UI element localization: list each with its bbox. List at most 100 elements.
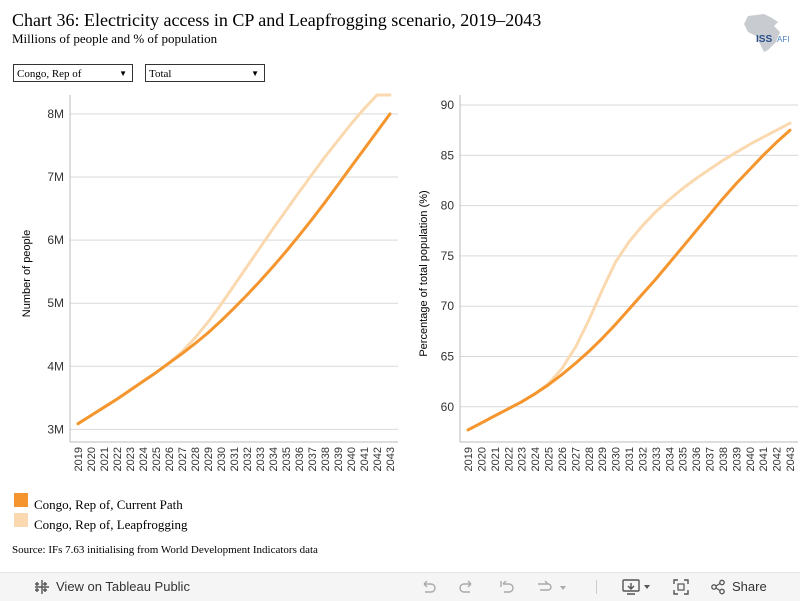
series-line-current-path[interactable] xyxy=(76,112,392,426)
download-icon[interactable] xyxy=(622,578,654,596)
x-tick-label: 2033 xyxy=(255,447,267,471)
x-tick-label: 2031 xyxy=(229,447,241,471)
y-tick-label: 85 xyxy=(441,148,455,162)
x-tick-label: 2036 xyxy=(691,447,703,471)
legend-swatch xyxy=(14,513,28,527)
x-tick-label: 2040 xyxy=(346,447,358,471)
svg-text:ISS: ISS xyxy=(756,34,772,45)
x-tick-label: 2038 xyxy=(718,447,730,471)
series-line-current-path[interactable] xyxy=(466,128,792,432)
y-tick-label: 6M xyxy=(47,233,64,247)
x-tick-label: 2034 xyxy=(664,447,676,471)
x-tick-label: 2040 xyxy=(745,447,757,471)
x-tick-label: 2041 xyxy=(758,447,770,471)
chart-title: Chart 36: Electricity access in CP and L… xyxy=(12,10,542,30)
x-tick-label: 2026 xyxy=(557,447,569,471)
x-tick-label: 2032 xyxy=(242,447,254,471)
y-tick-label: 5M xyxy=(47,296,64,310)
y-tick-label: 60 xyxy=(441,400,455,414)
x-tick-label: 2043 xyxy=(785,447,797,471)
x-tick-label: 2037 xyxy=(307,447,319,471)
x-tick-label: 2027 xyxy=(570,447,582,471)
chart-subtitle: Millions of people and % of population xyxy=(12,31,218,46)
category-filter-value: Total xyxy=(149,68,172,80)
tableau-toolbar: View on Tableau Public Share xyxy=(0,572,800,601)
y-tick-label: 7M xyxy=(47,170,64,184)
x-tick-label: 2028 xyxy=(584,447,596,471)
legend-swatch xyxy=(14,493,28,507)
revert-icon[interactable] xyxy=(497,578,515,596)
x-tick-label: 2023 xyxy=(517,447,529,471)
y-tick-label: 80 xyxy=(441,199,455,213)
x-tick-label: 2024 xyxy=(530,447,542,471)
category-filter-dropdown[interactable]: Total ▼ xyxy=(145,64,265,82)
x-tick-label: 2019 xyxy=(463,447,475,471)
undo-icon[interactable] xyxy=(419,578,437,596)
x-tick-label: 2036 xyxy=(294,447,306,471)
fullscreen-icon[interactable] xyxy=(672,578,690,596)
x-tick-label: 2043 xyxy=(385,447,397,471)
legend-label: Congo, Rep of, Current Path xyxy=(34,497,183,512)
share-icon xyxy=(711,579,725,595)
x-tick-label: 2020 xyxy=(476,447,488,471)
x-tick-label: 2027 xyxy=(177,447,189,471)
x-tick-label: 2023 xyxy=(125,447,137,471)
x-tick-label: 2030 xyxy=(216,447,228,471)
legend-label: Congo, Rep of, Leapfrogging xyxy=(34,517,188,532)
x-tick-label: 2028 xyxy=(190,447,202,471)
x-tick-label: 2034 xyxy=(268,447,280,471)
x-tick-label: 2039 xyxy=(731,447,743,471)
redo-icon[interactable] xyxy=(458,578,476,596)
y-axis-title: Number of people xyxy=(21,230,33,317)
chevron-down-icon: ▼ xyxy=(119,69,127,78)
y-tick-label: 90 xyxy=(441,98,455,112)
x-tick-label: 2019 xyxy=(73,447,85,471)
toolbar-divider xyxy=(596,580,597,594)
iss-africa-logo-icon: ISS AFI xyxy=(744,14,789,52)
x-tick-label: 2035 xyxy=(281,447,293,471)
x-tick-label: 2030 xyxy=(611,447,623,471)
x-tick-label: 2037 xyxy=(705,447,717,471)
y-tick-label: 8M xyxy=(47,107,64,121)
x-tick-label: 2032 xyxy=(637,447,649,471)
source-note: Source: IFs 7.63 initialising from World… xyxy=(12,544,318,556)
country-filter-value: Congo, Rep of xyxy=(17,68,82,80)
x-tick-label: 2042 xyxy=(372,447,384,471)
x-tick-label: 2026 xyxy=(164,447,176,471)
country-filter-dropdown[interactable]: Congo, Rep of ▼ xyxy=(13,64,133,82)
series-line-leapfrogging[interactable] xyxy=(466,121,792,432)
y-tick-label: 75 xyxy=(441,249,455,263)
view-on-tableau-label: View on Tableau Public xyxy=(56,579,190,594)
y-axis-title: Percentage of total population (%) xyxy=(418,190,430,356)
x-tick-label: 2038 xyxy=(320,447,332,471)
x-tick-label: 2042 xyxy=(772,447,784,471)
x-tick-label: 2021 xyxy=(99,447,111,471)
people-chart: 3M 4M 5M 6M 7M 8M 2019 2020 2021 2022 2023 2024 2025… xyxy=(21,93,398,471)
x-tick-label: 2024 xyxy=(138,447,150,471)
x-tick-label: 2039 xyxy=(333,447,345,471)
x-tick-label: 2021 xyxy=(490,447,502,471)
share-label: Share xyxy=(732,579,767,594)
x-tick-label: 2031 xyxy=(624,447,636,471)
x-tick-label: 2035 xyxy=(678,447,690,471)
y-tick-label: 4M xyxy=(47,359,64,373)
x-tick-label: 2029 xyxy=(203,447,215,471)
x-tick-label: 2033 xyxy=(651,447,663,471)
x-tick-label: 2022 xyxy=(503,447,515,471)
y-tick-label: 65 xyxy=(441,350,455,364)
x-tick-label: 2025 xyxy=(151,447,163,471)
x-tick-label: 2041 xyxy=(359,447,371,471)
view-on-tableau-button[interactable]: View on Tableau Public xyxy=(34,573,190,601)
x-tick-label: 2022 xyxy=(112,447,124,471)
svg-text:AFI: AFI xyxy=(777,35,789,44)
x-tick-label: 2029 xyxy=(597,447,609,471)
refresh-dropdown-icon[interactable] xyxy=(536,578,566,596)
series-line-leapfrogging[interactable] xyxy=(76,93,392,426)
tableau-logo-icon xyxy=(35,580,49,594)
chevron-down-icon: ▼ xyxy=(251,69,259,78)
share-button[interactable]: Share xyxy=(710,573,767,601)
x-tick-label: 2020 xyxy=(86,447,98,471)
y-tick-label: 70 xyxy=(441,299,455,313)
x-tick-label: 2025 xyxy=(544,447,556,471)
